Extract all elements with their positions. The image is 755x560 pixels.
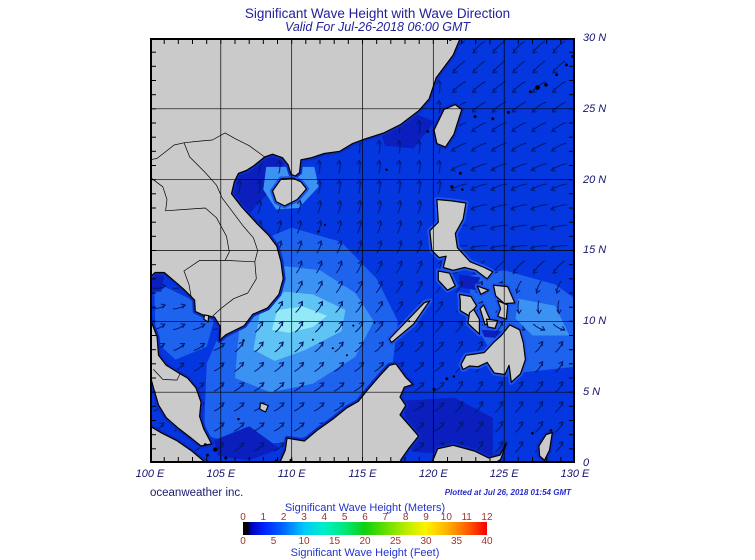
colorbar-feet-tick: 25 bbox=[389, 536, 402, 547]
colorbar-meters-tick: 7 bbox=[382, 512, 389, 523]
colorbar-meters-tick: 11 bbox=[461, 512, 472, 523]
colorbar-meters-tick: 8 bbox=[402, 512, 409, 523]
lon-label: 105 E bbox=[206, 468, 236, 480]
colorbar-feet-tick: 0 bbox=[240, 536, 246, 547]
lon-label: 115 E bbox=[348, 468, 377, 480]
colorbar-meters-tick: 0 bbox=[240, 512, 246, 523]
colorbar-meters-tick: 4 bbox=[321, 512, 328, 523]
colorbar-feet-tick: 10 bbox=[298, 536, 310, 547]
colorbar-feet-tick: 15 bbox=[328, 536, 341, 547]
colorbar-meters-tick: 3 bbox=[301, 512, 307, 523]
lat-label: 15 N bbox=[583, 244, 607, 257]
colorbar-meters-tick: 2 bbox=[280, 512, 287, 523]
lat-label: 25 N bbox=[583, 102, 607, 115]
lon-label: 120 E bbox=[418, 468, 448, 480]
colorbar-feet-tick: 5 bbox=[270, 536, 277, 547]
lat-label: 20 N bbox=[583, 173, 607, 186]
lat-label: 0 bbox=[583, 456, 590, 469]
lon-label: 110 E bbox=[277, 468, 306, 480]
wave-map bbox=[147, 35, 575, 466]
colorbar-meters-tick: 5 bbox=[341, 512, 348, 523]
valid-time-subtitle: Valid For Jul-26-2018 06:00 GMT bbox=[284, 20, 471, 34]
colorbar-meters-label: Significant Wave Height (Meters) bbox=[284, 502, 446, 514]
colorbar-feet-tick: 30 bbox=[420, 536, 432, 547]
colorbar-meters-tick: 6 bbox=[362, 512, 368, 523]
lon-label: 125 E bbox=[489, 468, 519, 480]
plotted-timestamp: Plotted at Jul 26, 2018 01:54 GMT bbox=[444, 488, 571, 497]
page-title: Significant Wave Height with Wave Direct… bbox=[244, 6, 511, 21]
colorbar-meters-tick: 10 bbox=[440, 512, 452, 523]
colorbar-feet-tick: 20 bbox=[359, 536, 371, 547]
lat-label: 30 N bbox=[583, 32, 607, 44]
colorbar-feet-tick: 40 bbox=[481, 536, 493, 547]
lat-label: 5 N bbox=[583, 386, 601, 399]
lon-label: 100 E bbox=[135, 468, 165, 480]
lon-label: 130 E bbox=[560, 468, 590, 480]
colorbar-meters-tick: 12 bbox=[481, 512, 493, 523]
oceanweather-credit: oceanweather inc. bbox=[150, 487, 244, 499]
colorbar-feet-label: Significant Wave Height (Feet) bbox=[290, 547, 440, 559]
colorbar-gradient bbox=[243, 522, 487, 535]
colorbar-meters-tick: 9 bbox=[423, 512, 429, 523]
lat-label: 10 N bbox=[583, 315, 607, 328]
colorbar-meters-tick: 1 bbox=[260, 512, 267, 523]
wave-map-canvas bbox=[147, 35, 575, 466]
colorbar-feet-tick: 35 bbox=[450, 536, 463, 547]
